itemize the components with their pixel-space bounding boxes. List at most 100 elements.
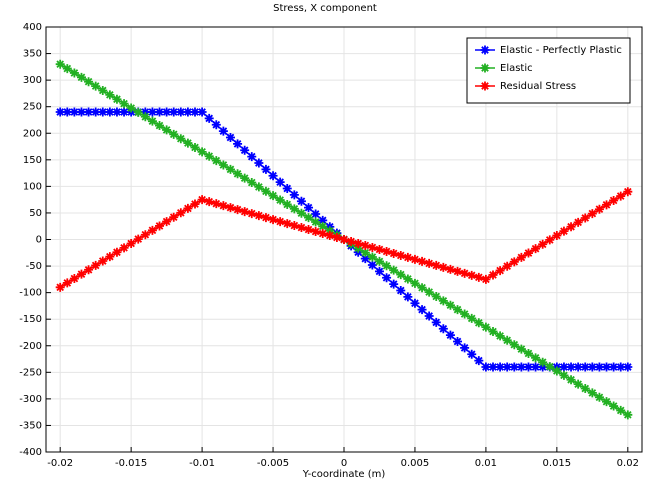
point-marker [360, 240, 370, 250]
point-marker [609, 401, 619, 411]
x-tick-label: 0 [341, 458, 347, 469]
point-marker [523, 362, 533, 372]
point-marker [374, 266, 384, 276]
point-marker [488, 327, 498, 337]
point-marker [538, 239, 548, 249]
point-marker [325, 226, 335, 236]
point-marker [119, 243, 129, 253]
point-marker [453, 337, 463, 346]
point-marker [218, 201, 228, 211]
point-marker [218, 126, 228, 136]
point-marker [126, 238, 136, 248]
point-marker [538, 357, 548, 367]
point-marker [254, 182, 264, 192]
point-marker [374, 244, 384, 254]
x-tick-label: -0.02 [47, 458, 73, 469]
point-marker [98, 256, 108, 266]
point-marker [438, 324, 448, 334]
x-axis-label: Y-coordinate (m) [302, 469, 386, 480]
point-marker [382, 261, 392, 271]
point-marker [403, 274, 413, 284]
point-marker [318, 229, 328, 239]
point-marker [91, 107, 101, 117]
point-marker [240, 145, 250, 155]
point-marker [162, 107, 172, 117]
point-marker [410, 254, 420, 264]
point-marker [140, 107, 150, 117]
point-marker [233, 139, 243, 149]
point-marker [403, 292, 413, 302]
point-marker [147, 107, 157, 117]
point-marker [396, 250, 406, 260]
point-marker [211, 156, 221, 166]
point-marker [268, 215, 278, 225]
point-marker [254, 158, 264, 168]
point-marker [211, 120, 221, 130]
point-marker [247, 152, 257, 162]
point-marker [587, 388, 597, 398]
plot-frame [45, 26, 643, 453]
point-marker [112, 247, 122, 257]
point-marker [623, 362, 633, 372]
point-marker [98, 85, 108, 95]
point-marker [289, 190, 299, 200]
point-marker [162, 125, 172, 135]
point-marker [176, 208, 186, 218]
point-marker [467, 313, 477, 323]
x-tick-label: -0.015 [115, 458, 147, 469]
point-marker [502, 362, 512, 372]
point-marker [346, 236, 356, 246]
y-tick-label: 100 [23, 181, 42, 192]
point-marker [559, 226, 569, 236]
point-marker [467, 270, 477, 280]
point-marker [453, 266, 463, 276]
point-marker [516, 344, 526, 354]
point-marker [594, 392, 604, 402]
point-marker [509, 257, 519, 267]
legend-label: Elastic - Perfectly Plastic [500, 45, 622, 56]
point-marker [62, 64, 72, 74]
point-marker [254, 211, 264, 221]
point-marker [318, 215, 328, 225]
point-marker [467, 349, 477, 359]
point-marker [580, 213, 590, 223]
point-marker [176, 107, 186, 117]
point-marker [289, 221, 299, 231]
point-marker [247, 209, 257, 219]
point-marker [133, 107, 143, 117]
point-marker [133, 234, 143, 244]
point-marker [531, 362, 541, 372]
x-tick-label: 0.005 [401, 458, 430, 469]
point-marker [296, 196, 306, 206]
point-marker [431, 291, 441, 301]
point-marker [424, 311, 434, 321]
y-tick-label: -150 [19, 314, 42, 325]
point-marker [140, 230, 150, 240]
point-marker [367, 252, 377, 262]
point-marker [282, 184, 292, 193]
point-marker [325, 231, 335, 241]
point-marker [211, 199, 221, 209]
point-marker [545, 235, 555, 245]
point-marker [516, 362, 526, 372]
x-tick-label: 0.02 [617, 458, 639, 469]
point-marker [389, 279, 399, 289]
point-marker [573, 362, 583, 372]
point-marker [218, 160, 228, 170]
point-marker [488, 362, 498, 372]
point-marker [360, 254, 370, 264]
point-marker [84, 107, 94, 117]
point-marker [119, 99, 129, 109]
y-tick-label: -250 [19, 367, 42, 378]
y-tick-label: -50 [26, 261, 42, 272]
point-marker [389, 248, 399, 258]
point-marker [204, 113, 214, 123]
point-marker [155, 107, 165, 117]
point-marker [296, 223, 306, 233]
point-marker [311, 209, 321, 219]
point-marker [339, 235, 349, 244]
point-marker [495, 266, 505, 276]
x-tick-label: 0.015 [543, 458, 572, 469]
point-marker [268, 171, 278, 181]
point-marker [112, 94, 122, 104]
